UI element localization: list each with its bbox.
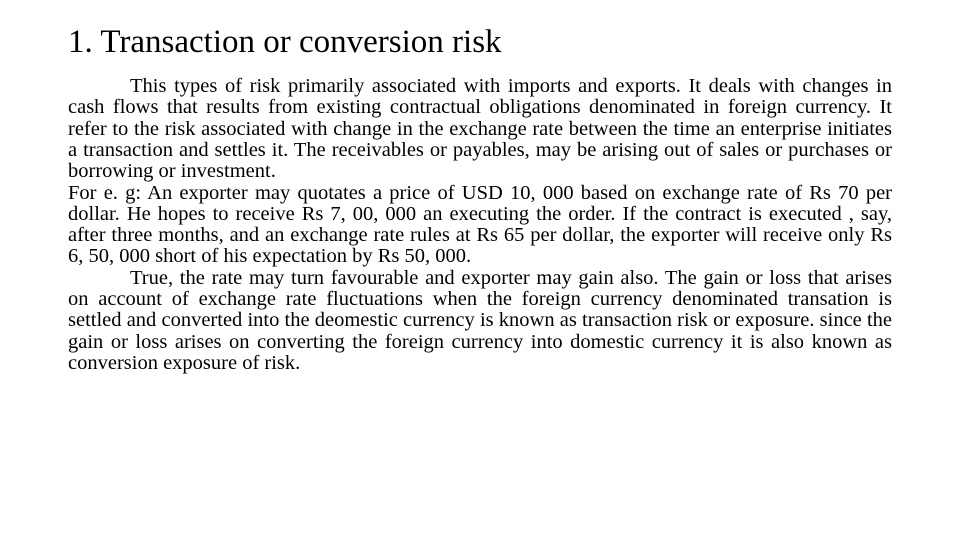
slide-container: 1. Transaction or conversion risk This t…: [0, 0, 960, 540]
slide-body: This types of risk primarily associated …: [68, 76, 892, 374]
paragraph-2: For e. g: An exporter may quotates a pri…: [68, 183, 892, 268]
slide-heading: 1. Transaction or conversion risk: [68, 24, 892, 62]
paragraph-1: This types of risk primarily associated …: [68, 76, 892, 183]
paragraph-3: True, the rate may turn favourable and e…: [68, 268, 892, 375]
